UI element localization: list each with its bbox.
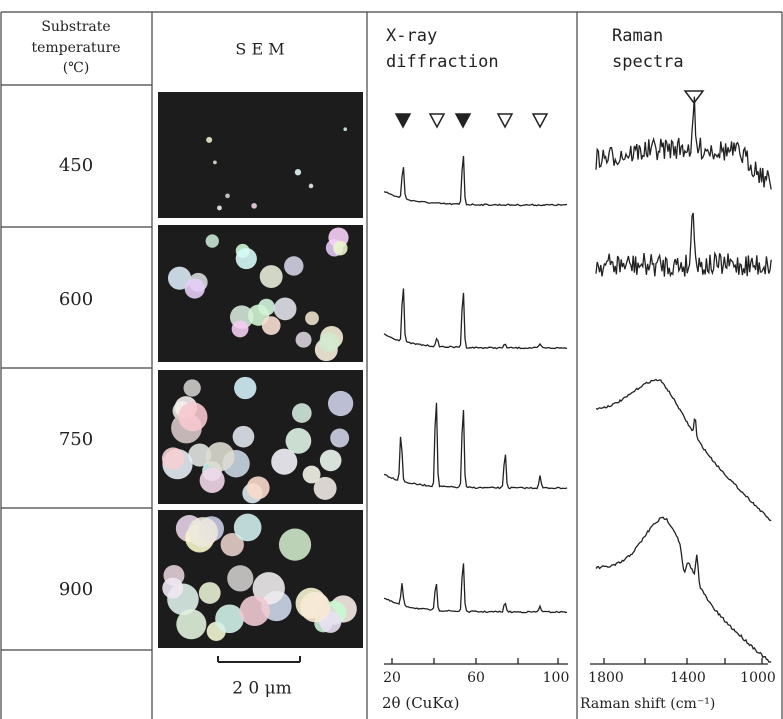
particle xyxy=(178,402,208,432)
particle xyxy=(239,595,270,626)
header-text: S E M xyxy=(235,40,284,59)
row-label: 900 xyxy=(59,579,93,600)
row-label: 750 xyxy=(59,429,93,450)
particle xyxy=(227,565,254,592)
spectrum xyxy=(595,212,772,278)
spectrum xyxy=(383,563,568,614)
particle xyxy=(343,127,348,132)
spectrum xyxy=(595,378,772,522)
spectrum xyxy=(383,155,568,207)
header-text: Raman xyxy=(612,26,663,46)
sem-images xyxy=(158,92,363,648)
particle xyxy=(176,609,207,640)
particle xyxy=(300,591,331,623)
particle xyxy=(319,449,342,472)
particle xyxy=(198,582,221,604)
particle xyxy=(213,160,217,165)
spectrum xyxy=(595,96,772,190)
particle xyxy=(271,448,298,475)
particle xyxy=(261,316,281,335)
particle xyxy=(284,256,304,276)
xrd-axis xyxy=(384,658,568,665)
tick-label: 60 xyxy=(467,670,485,686)
particle xyxy=(252,572,285,605)
particle xyxy=(231,320,249,338)
particle xyxy=(183,379,201,397)
particle xyxy=(232,425,255,448)
row-label: 450 xyxy=(59,155,93,176)
particle xyxy=(251,203,257,209)
tick-label: 1000 xyxy=(740,670,776,686)
particle xyxy=(292,403,312,423)
spectra xyxy=(383,96,772,663)
header-text: X-ray xyxy=(386,26,437,46)
row-label: 600 xyxy=(59,289,93,310)
particle xyxy=(205,234,219,248)
particle xyxy=(294,169,302,176)
particle xyxy=(319,332,340,353)
header-text: diffraction xyxy=(386,52,499,72)
particle xyxy=(206,136,213,143)
raman-axis xyxy=(590,658,768,665)
particle xyxy=(184,278,205,299)
particle xyxy=(233,513,262,542)
table-grid xyxy=(0,11,783,719)
particle xyxy=(246,476,270,500)
particle xyxy=(217,205,222,211)
spectrum xyxy=(383,402,568,490)
particle xyxy=(162,577,184,599)
particle xyxy=(259,265,283,289)
particle xyxy=(199,467,225,493)
particle xyxy=(187,517,218,548)
particle xyxy=(330,428,350,448)
header-text: (℃) xyxy=(63,60,90,76)
particle xyxy=(215,604,244,634)
particle xyxy=(305,311,319,326)
axis-label: Raman shift (cm⁻¹) xyxy=(580,696,715,712)
particle xyxy=(313,476,337,500)
particle xyxy=(278,528,312,561)
particle xyxy=(295,331,312,348)
scale-label: 2 0 μm xyxy=(232,679,292,699)
particle xyxy=(273,297,297,321)
particle xyxy=(235,248,257,270)
particle xyxy=(285,428,312,454)
particle xyxy=(220,532,244,557)
particle xyxy=(327,390,354,417)
particle xyxy=(234,376,257,400)
particle xyxy=(161,447,185,470)
particle xyxy=(333,241,348,256)
spectrum xyxy=(383,288,568,350)
tick-label: 20 xyxy=(383,670,401,686)
particle xyxy=(205,442,235,472)
header-text: spectra xyxy=(612,52,684,72)
tick-label: 1800 xyxy=(588,670,624,686)
xrd-markers xyxy=(394,90,705,129)
particle xyxy=(308,183,314,189)
particle xyxy=(167,266,192,290)
header-text: temperature xyxy=(31,40,120,56)
particle xyxy=(225,193,230,199)
tick-label: 1400 xyxy=(670,670,706,686)
particle xyxy=(302,465,321,484)
header-text: Substrate xyxy=(41,19,110,35)
particle xyxy=(188,443,212,467)
tick-label: 100 xyxy=(543,670,570,686)
spectrum xyxy=(595,516,772,663)
axis-label: 2θ (CuKα) xyxy=(382,694,460,712)
